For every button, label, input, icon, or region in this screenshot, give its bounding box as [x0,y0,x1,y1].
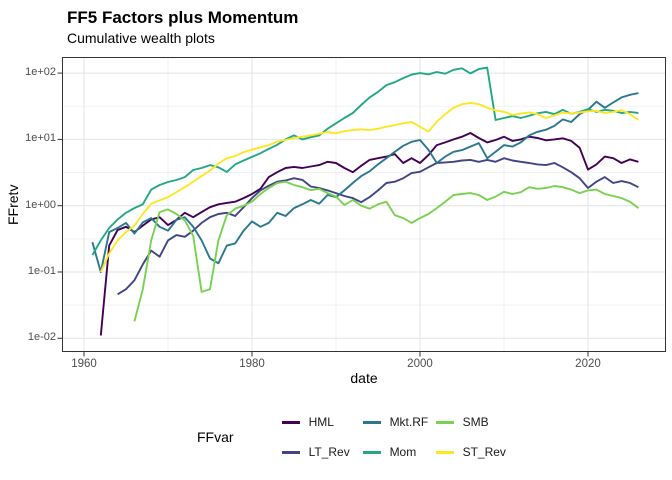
chart-title: FF5 Factors plus Momentum [67,8,299,27]
y-tick-label: 1e+00 [25,198,56,211]
legend-label: Mkt.RF [389,415,429,429]
legend-key-line-SMB [435,420,454,424]
x-tick-label: 2020 [575,358,601,370]
legend-label: ST_Rev [462,445,506,459]
x-tick-label: 1960 [71,358,97,370]
legend-label: HML [308,415,334,429]
x-tick-label: 1980 [239,358,265,370]
legend-label: Mom [389,445,417,459]
series-line-Mom [91,66,639,256]
legend-key-line-ST_Rev [435,450,454,454]
legend-item-LT_Rev: LT_Rev [281,444,363,460]
series-line-Mkt.RF [91,92,639,273]
legend-item-Mkt.RF: Mkt.RF [362,414,436,430]
chart-subtitle: Cumulative wealth plots [67,30,215,46]
legend: FFvar HML Mkt.RF SMB LT_Rev Mom ST_Rev [197,406,526,468]
y-tick-label: 1e+01 [25,132,56,145]
panel-border [62,57,666,352]
legend-key-line-HML [281,420,300,424]
legend-item-ST_Rev: ST_Rev [435,444,526,460]
series-line-HML [99,132,639,336]
series-line-SMB [133,180,639,322]
x-axis-title: date [350,370,378,386]
legend-title: FFvar [197,429,234,445]
legend-key-line-LT_Rev [281,450,300,454]
y-tick-label: 1e+02 [25,66,56,79]
legend-key-line-Mom [362,450,381,454]
legend-label: LT_Rev [308,445,350,459]
legend-items: HML Mkt.RF SMB LT_Rev Mom ST_Rev [281,414,526,460]
y-tick-label: 1e-02 [27,331,56,344]
legend-key-line-Mkt.RF [362,420,381,424]
y-tick-label: 1e-01 [27,264,56,277]
series-line-LT_Rev [117,157,639,296]
series-line-ST_Rev [99,101,639,273]
legend-item-Mom: Mom [362,444,436,460]
legend-item-SMB: SMB [435,414,526,430]
x-tick-label: 2000 [407,358,433,370]
legend-item-HML: HML [281,414,363,430]
legend-label: SMB [462,415,489,429]
